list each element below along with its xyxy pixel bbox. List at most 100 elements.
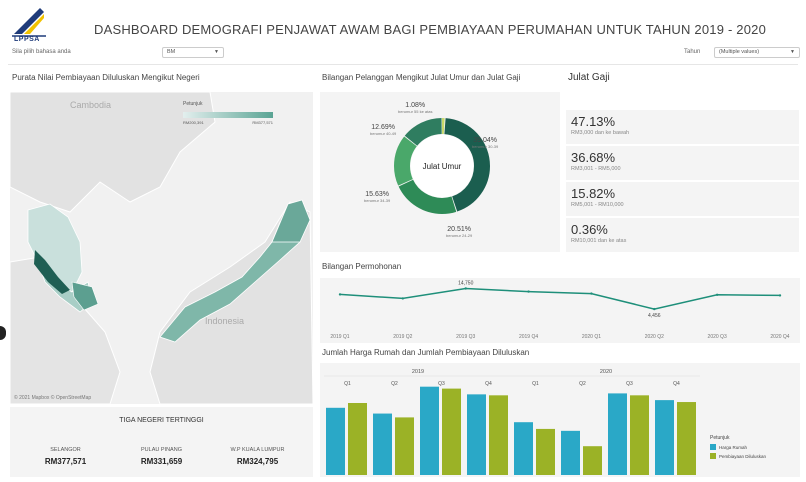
line-x-tick: 2019 Q3 — [456, 334, 475, 340]
line-point[interactable] — [590, 292, 593, 295]
peninsular-north[interactable] — [27, 203, 83, 293]
line-point[interactable] — [527, 290, 530, 293]
top-states-panel: TIGA NEGERI TERTINGGI SELANGOR RM377,571… — [10, 407, 313, 477]
gaji-label: RM3,001 - RM5,000 — [571, 166, 621, 172]
line-point[interactable] — [653, 307, 656, 311]
bar[interactable] — [561, 430, 580, 475]
bar[interactable] — [677, 402, 696, 475]
line-point[interactable] — [464, 287, 467, 290]
map-legend-max: RM377,571 — [252, 120, 273, 125]
state-sabah[interactable] — [271, 199, 311, 243]
language-label: Sila pilih bahasa anda — [12, 49, 71, 55]
bar[interactable] — [583, 446, 602, 475]
language-select[interactable]: BM ▼ — [162, 47, 224, 58]
bar[interactable] — [630, 395, 649, 475]
donut-label-sub: berumur 24-29 — [446, 232, 473, 238]
line-point[interactable] — [778, 294, 782, 297]
house-price-bar-chart[interactable]: 2019 2020 Q1 Q2 Q3 Q4 Q1 Q2 Q3 Q4 — [320, 363, 705, 477]
line-point[interactable] — [401, 297, 405, 300]
line-point[interactable] — [338, 293, 342, 296]
bar[interactable] — [348, 403, 367, 475]
bar-quarter-label: Q4 — [485, 381, 492, 387]
age-donut-chart[interactable] — [390, 114, 494, 218]
line-series[interactable] — [339, 287, 781, 310]
gaji-card-2: 15.82% RM5,001 - RM10,000 — [566, 182, 799, 216]
bar-legend: Petunjuk Harga Rumah Pembiayaan Dilulusk… — [710, 435, 766, 459]
line-x-tick: 2019 Q2 — [393, 334, 412, 340]
header-divider — [8, 64, 798, 65]
applications-line-chart[interactable]: 2019 Q1 2019 Q2 2019 Q3 14,750 2019 Q4 2020 Q… — [320, 278, 800, 343]
chevron-down-icon: ▼ — [790, 49, 795, 55]
map-legend-gradient — [183, 112, 273, 118]
gaji-pct: 15.82% — [571, 186, 616, 201]
bar-legend-item-0[interactable]: Harga Rumah — [710, 444, 766, 450]
bar[interactable] — [655, 400, 674, 475]
bar-year-label: 2020 — [600, 369, 612, 375]
donut-slice[interactable] — [394, 118, 490, 214]
map-section-title: Purata Nilai Pembiayaan Diluluskan Mengi… — [12, 73, 200, 82]
state-selangor[interactable] — [34, 250, 70, 294]
bar[interactable] — [608, 393, 627, 475]
donut-label-sub: berumur 34-39 — [364, 197, 391, 203]
line-point[interactable] — [715, 293, 719, 296]
gaji-pct: 0.36% — [571, 222, 608, 237]
year-select[interactable]: (Multiple values) ▼ — [714, 47, 800, 58]
bar-legend-item-1[interactable]: Pembiayaan Diluluskan — [710, 453, 766, 459]
top-state-1: SELANGOR RM377,571 — [18, 447, 113, 466]
bar-legend-title: Petunjuk — [710, 435, 730, 441]
state-johor[interactable] — [71, 281, 99, 311]
bar-chart-title: Jumlah Harga Rumah dan Jumlah Pembiayaan… — [322, 348, 530, 357]
line-x-tick: 2020 Q4 — [770, 334, 789, 340]
top-state-3: W.P KUALA LUMPUR RM324,795 — [210, 447, 305, 466]
bar[interactable] — [373, 413, 392, 475]
donut-label-pct: 1.08% — [405, 102, 426, 109]
donut-label-0: 39.04% berumur 30-39 — [472, 137, 498, 149]
line-x-tick: 2020 Q1 — [582, 334, 601, 340]
legend-swatch — [710, 453, 716, 459]
language-value: BM — [167, 49, 176, 55]
donut-label-pct: 15.63% — [365, 191, 389, 198]
bar-year-label: 2019 — [412, 369, 424, 375]
top-state-value: RM331,659 — [140, 457, 183, 466]
bar[interactable] — [536, 428, 555, 475]
donut-label-pct: 12.69% — [371, 124, 395, 131]
bar[interactable] — [467, 394, 486, 475]
top-state-name: SELANGOR — [50, 447, 81, 453]
bar-quarter-label: Q2 — [391, 381, 398, 387]
legend-swatch — [710, 444, 716, 450]
donut-section-title: Bilangan Pelanggan Mengikut Julat Umur d… — [322, 73, 521, 82]
bar-quarter-label: Q1 — [532, 381, 539, 387]
bar[interactable] — [442, 388, 461, 475]
map-legend-title: Petunjuk — [183, 101, 203, 107]
donut-label-1: 20.51% berumur 24-29 — [446, 226, 472, 238]
line-chart-title: Bilangan Permohonan — [322, 262, 402, 271]
bar-quarter-label: Q3 — [626, 381, 633, 387]
donut-center-label: Julat Umur — [422, 162, 462, 171]
donut-hole — [410, 134, 474, 198]
bar[interactable] — [395, 417, 414, 475]
donut-label-3: 12.69% berumur 40-49 — [370, 124, 396, 136]
donut-slice[interactable] — [394, 118, 490, 214]
bar[interactable] — [489, 395, 508, 475]
line-x-tick: 2020 Q3 — [708, 334, 727, 340]
donut-label-pct: 39.04% — [473, 137, 497, 144]
gaji-label: RM5,001 - RM10,000 — [571, 202, 624, 208]
gaji-card-3: 0.36% RM10,001 dan ke atas — [566, 218, 799, 252]
bar[interactable] — [420, 386, 439, 475]
bar[interactable] — [514, 422, 533, 475]
gaji-card-0: 47.13% RM3,000 dan ke bawah — [566, 110, 799, 144]
donut-slice[interactable] — [394, 118, 490, 214]
donut-label-4: 1.08% berumur 55 ke atas — [398, 102, 432, 114]
malaysia-map[interactable]: Cambodia Indonesia — [10, 92, 313, 404]
bar[interactable] — [326, 407, 345, 475]
bar-quarter-label: Q3 — [438, 381, 445, 387]
map-legend: Petunjuk RM200,391 RM377,571 — [183, 101, 278, 131]
legend-label: Pembiayaan Diluluskan — [719, 453, 767, 459]
edge-handle — [0, 326, 6, 340]
gaji-label: RM3,000 dan ke bawah — [571, 130, 630, 136]
donut-slice[interactable] — [394, 118, 490, 214]
chevron-down-icon: ▼ — [214, 49, 219, 55]
map-svg — [10, 92, 313, 404]
top-state-name: W.P KUALA LUMPUR — [230, 447, 285, 453]
bar-quarter-label: Q1 — [344, 381, 351, 387]
